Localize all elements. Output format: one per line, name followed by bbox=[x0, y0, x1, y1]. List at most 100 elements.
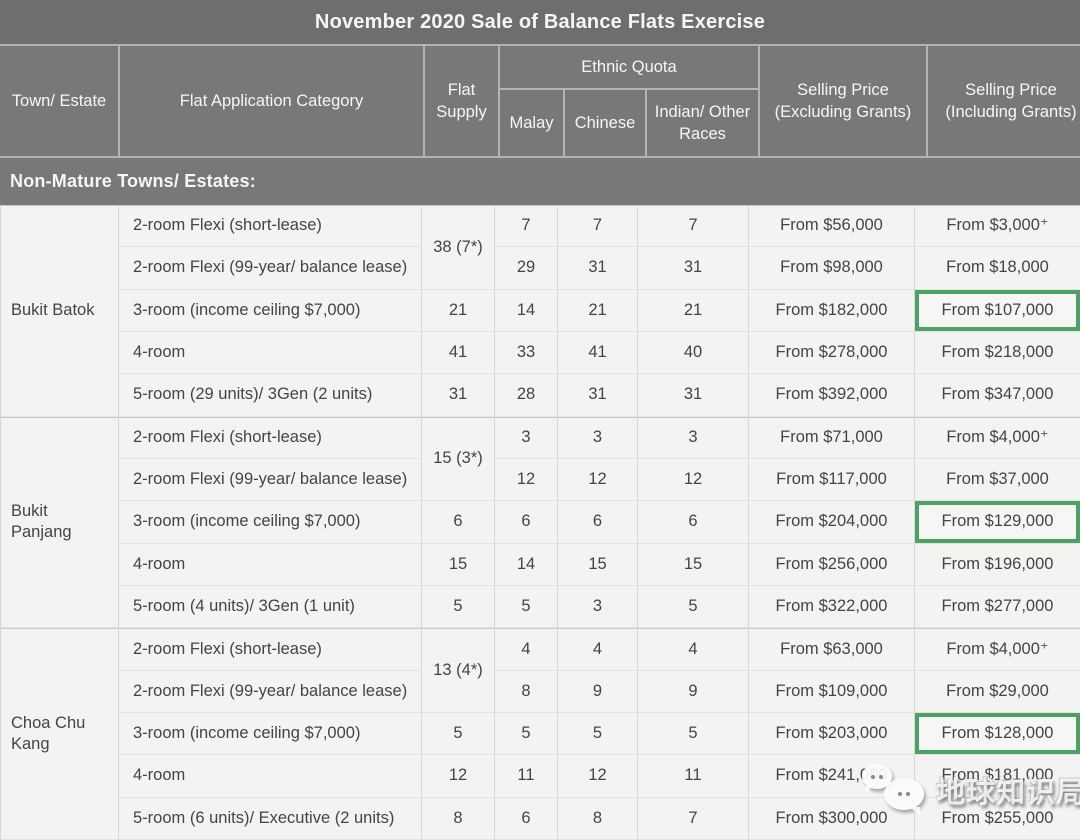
quota-indian-cell: 4 bbox=[638, 628, 749, 671]
price-excluding-cell: From $109,000 bbox=[749, 670, 915, 713]
section-header-non-mature: Non-Mature Towns/ Estates: bbox=[0, 158, 1080, 205]
header-ethnic-quota: Ethnic Quota bbox=[500, 46, 758, 88]
header-selling-price-excluding-grants: Selling Price (Excluding Grants) bbox=[760, 46, 926, 156]
price-including-cell: From $218,000 bbox=[915, 332, 1080, 375]
supply-cell: 15 bbox=[422, 543, 495, 586]
price-excluding-cell: From $241,000 bbox=[749, 755, 915, 798]
category-cell: 4-room bbox=[119, 331, 422, 375]
price-including-cell: From $4,000⁺ bbox=[915, 628, 1080, 671]
price-excluding-cell: From $98,000 bbox=[749, 247, 915, 290]
quota-malay-cell: 3 bbox=[495, 416, 558, 459]
quota-chinese-cell: 4 bbox=[558, 628, 638, 671]
price-excluding-cell: From $278,000 bbox=[749, 331, 915, 375]
quota-indian-cell: 21 bbox=[638, 289, 749, 332]
category-cell: 3-room (income ceiling $7,000) bbox=[119, 712, 422, 756]
quota-chinese-cell: 6 bbox=[558, 501, 638, 544]
price-including-cell: From $107,000 bbox=[915, 289, 1080, 332]
quota-chinese-cell: 7 bbox=[558, 205, 638, 248]
quota-indian-cell: 9 bbox=[638, 670, 749, 713]
price-excluding-cell: From $204,000 bbox=[749, 501, 915, 544]
price-including-cell: From $29,000 bbox=[915, 671, 1080, 713]
quota-chinese-cell: 5 bbox=[558, 712, 638, 756]
supply-cell: 5 bbox=[422, 712, 495, 756]
category-cell: 5-room (29 units)/ 3Gen (2 units) bbox=[119, 374, 422, 417]
quota-malay-cell: 28 bbox=[495, 374, 558, 417]
header-selling-price-including-grants: Selling Price (Including Grants) bbox=[928, 46, 1080, 156]
quota-malay-cell: 7 bbox=[495, 205, 558, 248]
price-including-cell: From $196,000 bbox=[915, 544, 1080, 586]
supply-cell: 15 (3*) bbox=[422, 416, 495, 502]
price-excluding-cell: From $256,000 bbox=[749, 543, 915, 586]
header-flat-application-category: Flat Application Category bbox=[120, 46, 423, 156]
category-cell: 3-room (income ceiling $7,000) bbox=[119, 289, 422, 332]
header-indian-other-races: Indian/ Other Races bbox=[647, 90, 758, 156]
town-cell: Choa Chu Kang bbox=[1, 628, 119, 840]
supply-cell: 5 bbox=[422, 585, 495, 629]
quota-malay-cell: 29 bbox=[495, 247, 558, 290]
quota-indian-cell: 12 bbox=[638, 458, 749, 502]
price-excluding-cell: From $322,000 bbox=[749, 585, 915, 629]
section-header-label: Non-Mature Towns/ Estates: bbox=[10, 171, 256, 191]
quota-chinese-cell: 31 bbox=[558, 374, 638, 417]
price-including-cell: From $347,000 bbox=[915, 374, 1080, 417]
quota-indian-cell: 7 bbox=[638, 205, 749, 248]
supply-cell: 21 bbox=[422, 289, 495, 332]
category-cell: 5-room (6 units)/ Executive (2 units) bbox=[119, 797, 422, 840]
category-cell: 4-room bbox=[119, 543, 422, 586]
table-body: Bukit Batok 2-room Flexi (short-lease) 38 … bbox=[0, 205, 1080, 840]
category-cell: 2-room Flexi (short-lease) bbox=[119, 205, 422, 248]
category-cell: 2-room Flexi (short-lease) bbox=[119, 416, 422, 459]
quota-chinese-cell: 31 bbox=[558, 247, 638, 290]
price-including-cell: From $37,000 bbox=[915, 459, 1080, 502]
quota-indian-cell: 3 bbox=[638, 416, 749, 459]
town-cell: Bukit Batok bbox=[1, 205, 119, 417]
price-excluding-cell: From $392,000 bbox=[749, 374, 915, 417]
quota-chinese-cell: 3 bbox=[558, 585, 638, 629]
supply-cell: 38 (7*) bbox=[422, 205, 495, 290]
quota-indian-cell: 11 bbox=[638, 755, 749, 798]
price-including-cell: From $277,000 bbox=[915, 586, 1080, 629]
price-excluding-cell: From $300,000 bbox=[749, 797, 915, 840]
supply-cell: 31 bbox=[422, 374, 495, 417]
quota-malay-cell: 14 bbox=[495, 543, 558, 586]
category-cell: 2-room Flexi (99-year/ balance lease) bbox=[119, 670, 422, 713]
price-excluding-cell: From $203,000 bbox=[749, 712, 915, 756]
quota-malay-cell: 5 bbox=[495, 712, 558, 756]
price-including-cell: From $255,000 bbox=[915, 798, 1080, 840]
town-cell: Bukit Panjang bbox=[1, 416, 119, 629]
quota-malay-cell: 12 bbox=[495, 458, 558, 502]
price-including-cell: From $128,000 bbox=[915, 712, 1080, 756]
price-including-cell: From $129,000 bbox=[915, 501, 1080, 544]
header-chinese: Chinese bbox=[565, 90, 645, 156]
category-cell: 2-room Flexi (99-year/ balance lease) bbox=[119, 458, 422, 502]
quota-malay-cell: 33 bbox=[495, 331, 558, 375]
supply-cell: 8 bbox=[422, 797, 495, 840]
quota-malay-cell: 8 bbox=[495, 670, 558, 713]
quota-malay-cell: 4 bbox=[495, 628, 558, 671]
quota-indian-cell: 31 bbox=[638, 247, 749, 290]
quota-chinese-cell: 3 bbox=[558, 416, 638, 459]
quota-indian-cell: 5 bbox=[638, 712, 749, 756]
price-including-cell: From $3,000⁺ bbox=[915, 205, 1080, 248]
header-malay: Malay bbox=[500, 90, 563, 156]
quota-malay-cell: 6 bbox=[495, 501, 558, 544]
header-town-estate: Town/ Estate bbox=[0, 46, 118, 156]
price-including-cell: From $18,000 bbox=[915, 247, 1080, 290]
quota-chinese-cell: 8 bbox=[558, 797, 638, 840]
price-excluding-cell: From $63,000 bbox=[749, 628, 915, 671]
quota-chinese-cell: 15 bbox=[558, 543, 638, 586]
price-excluding-cell: From $56,000 bbox=[749, 205, 915, 248]
quota-malay-cell: 5 bbox=[495, 585, 558, 629]
quota-indian-cell: 6 bbox=[638, 501, 749, 544]
category-cell: 2-room Flexi (99-year/ balance lease) bbox=[119, 247, 422, 290]
price-excluding-cell: From $182,000 bbox=[749, 289, 915, 332]
table-header-row: Town/ Estate Flat Application Category F… bbox=[0, 46, 1080, 158]
table-title-bar: November 2020 Sale of Balance Flats Exer… bbox=[0, 0, 1080, 46]
supply-cell: 12 bbox=[422, 755, 495, 798]
quota-malay-cell: 6 bbox=[495, 797, 558, 840]
quota-indian-cell: 7 bbox=[638, 797, 749, 840]
table-title: November 2020 Sale of Balance Flats Exer… bbox=[314, 10, 766, 33]
quota-chinese-cell: 12 bbox=[558, 755, 638, 798]
supply-cell: 6 bbox=[422, 501, 495, 544]
